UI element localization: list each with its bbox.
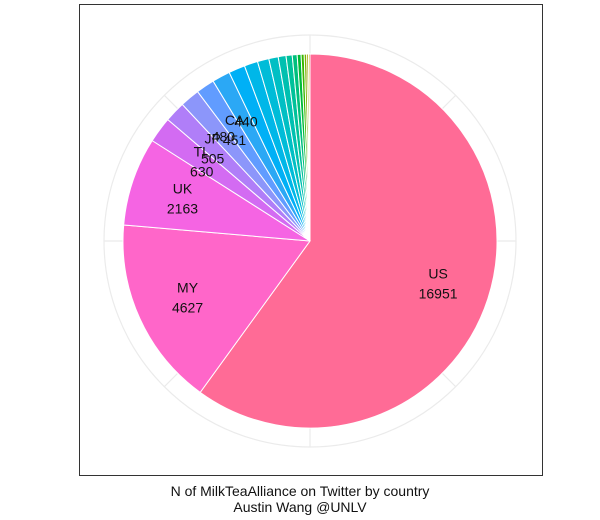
pie-slice-us: [199, 53, 498, 429]
caption-line-2: Austin Wang @UNLV: [233, 499, 367, 515]
pie-slice-20: [308, 53, 311, 242]
slice-value-uk: 2163: [167, 201, 198, 217]
slice-value-tl: 630: [190, 164, 214, 180]
slice-label-tl: TL: [194, 144, 211, 160]
slice-label-jp: JP: [205, 131, 221, 147]
slice-label-ca: CA: [225, 112, 245, 128]
polar-grid-spoke: [441, 372, 457, 388]
pie-slice-my: [122, 224, 311, 394]
slice-value-8: 440: [234, 113, 258, 129]
polar-grid-spoke: [163, 94, 179, 110]
slice-value-us: 16951: [419, 285, 458, 301]
polar-grid-spoke: [441, 94, 457, 110]
slice-label-my: MY: [177, 280, 199, 296]
slice-value-my: 4627: [172, 300, 203, 316]
slice-value-6: 480: [212, 129, 236, 145]
slice-label-us: US: [428, 265, 447, 281]
slice-value-ca: 451: [223, 132, 247, 148]
polar-grid-spoke: [163, 372, 179, 388]
slice-label-uk: UK: [173, 181, 193, 197]
slice-value-jp: 505: [201, 151, 225, 167]
caption-line-1: N of MilkTeaAlliance on Twitter by count…: [170, 483, 430, 499]
